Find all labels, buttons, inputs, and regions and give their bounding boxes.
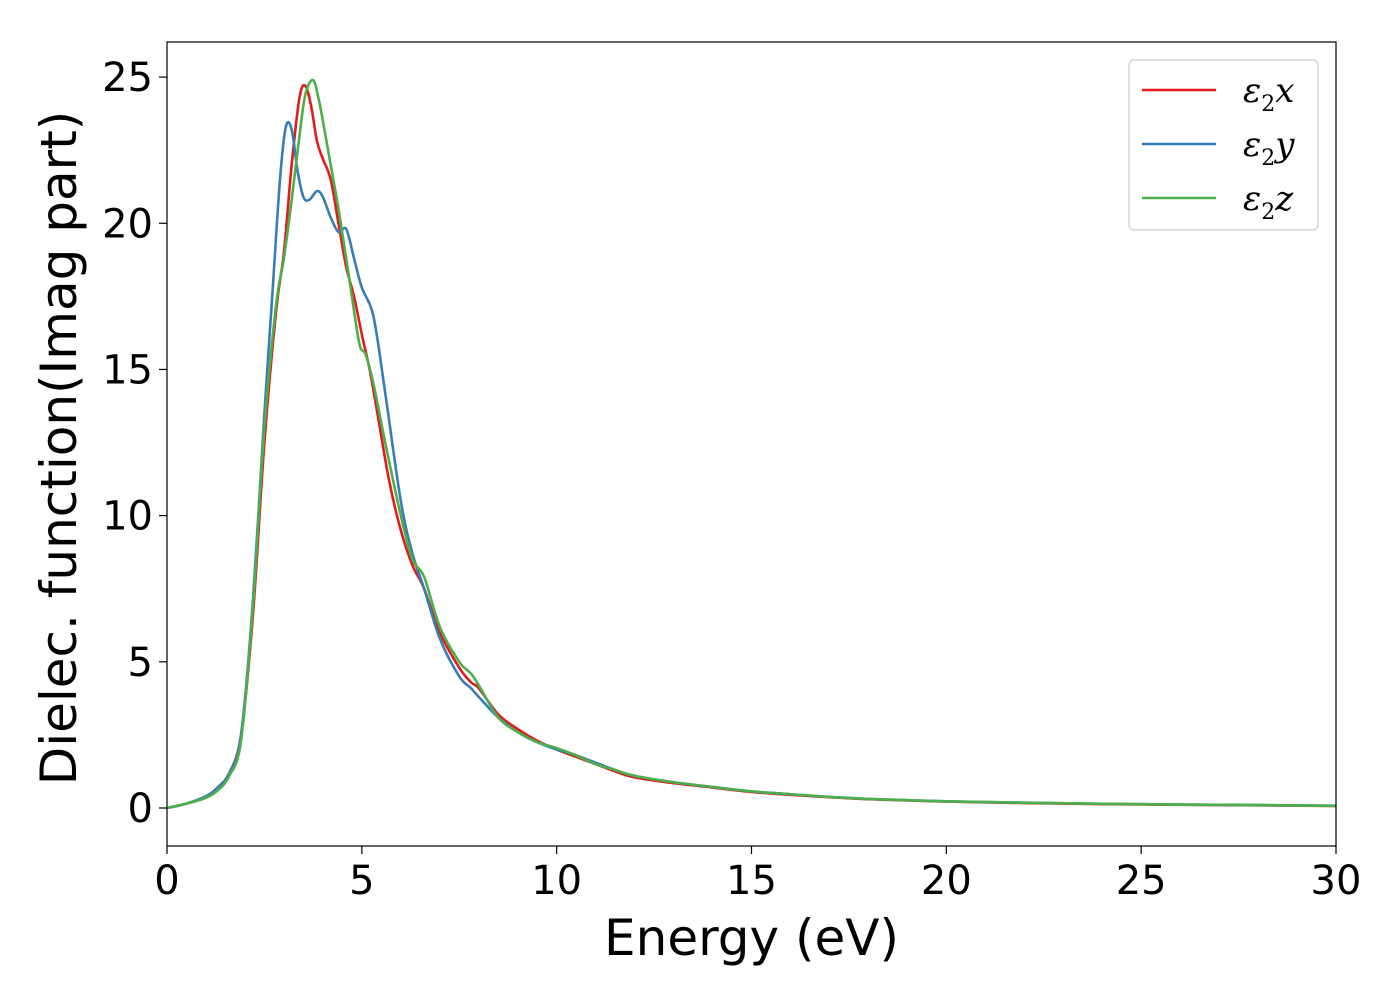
y-tick-label: 25	[102, 55, 153, 101]
x-tick-label: 30	[1311, 858, 1362, 904]
legend-label-subscript: 2	[1261, 200, 1275, 225]
x-tick-label: 10	[531, 858, 582, 904]
y-axis: 0 5 10 15 20 25	[102, 55, 167, 832]
y-tick-label: 0	[128, 786, 153, 832]
legend-box	[1128, 59, 1319, 231]
x-tick-label: 5	[349, 858, 374, 904]
x-axis-label: Energy (eV)	[604, 909, 899, 967]
legend-label-suffix: y	[1273, 125, 1295, 165]
y-tick-label: 10	[102, 494, 153, 540]
y-tick-label: 5	[128, 640, 153, 686]
legend-label-y: ε2y	[1243, 125, 1295, 171]
y-tick-label: 15	[102, 347, 153, 393]
x-axis: 0 5 10 15 20 25 30	[154, 846, 1361, 904]
x-tick-label: 20	[921, 858, 972, 904]
y-axis-label: Dielec. function(Imag part)	[30, 111, 88, 786]
legend-label-base: ε	[1243, 71, 1261, 111]
legend-label-suffix: z	[1274, 179, 1294, 219]
legend-label-subscript: 2	[1261, 92, 1275, 117]
legend-label-suffix: x	[1275, 71, 1294, 111]
legend-label-base: ε	[1243, 179, 1261, 219]
x-tick-label: 15	[726, 858, 777, 904]
legend-label-z: ε2z	[1243, 179, 1294, 225]
legend-label-subscript: 2	[1261, 146, 1275, 171]
legend-label-base: ε	[1243, 125, 1261, 165]
series-layer	[166, 78, 1337, 810]
legend-label-x: ε2x	[1243, 71, 1294, 117]
series-line-z	[166, 78, 1337, 810]
y-tick-label: 20	[102, 201, 153, 247]
x-tick-label: 0	[154, 858, 179, 904]
x-tick-label: 25	[1116, 858, 1167, 904]
